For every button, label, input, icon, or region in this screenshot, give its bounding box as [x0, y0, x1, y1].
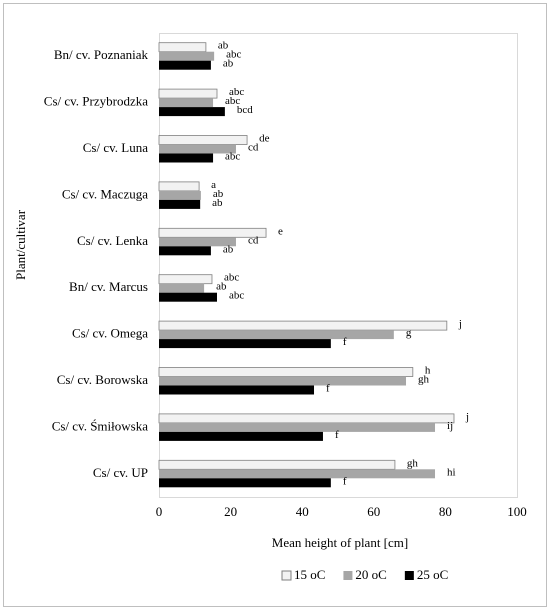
- bar: [159, 330, 394, 340]
- x-tick-label: 80: [439, 504, 452, 519]
- value-label: bcd: [237, 104, 253, 116]
- bar: [159, 199, 201, 209]
- value-label: h: [425, 365, 431, 377]
- bar: [159, 190, 201, 200]
- x-tick-label: 20: [224, 504, 237, 519]
- value-label: f: [335, 429, 339, 441]
- bar: [159, 153, 214, 163]
- value-label: cd: [248, 142, 259, 154]
- bar: [159, 60, 211, 70]
- bar: [159, 478, 331, 488]
- x-tick-label: 40: [296, 504, 309, 519]
- value-label: j: [458, 318, 462, 330]
- legend-swatch: [281, 570, 292, 581]
- bar: [158, 413, 455, 424]
- y-tick-label: Cs/ cv. UP: [93, 465, 148, 480]
- value-label: ab: [212, 197, 223, 209]
- y-tick-label: Cs/ cv. Maczuga: [62, 186, 148, 201]
- bar: [159, 385, 315, 395]
- value-label: a: [211, 179, 216, 191]
- bar: [159, 283, 205, 293]
- legend-label: 15 oC: [294, 567, 325, 582]
- value-label: ab: [223, 58, 234, 70]
- value-label: f: [326, 383, 330, 395]
- value-label: abc: [226, 49, 241, 61]
- bar: [159, 431, 323, 441]
- legend-label: 25 oC: [417, 567, 448, 582]
- bar: [158, 274, 213, 285]
- value-label: abc: [229, 86, 244, 98]
- y-tick-label: Cs/ cv. Omega: [72, 326, 148, 341]
- value-label: de: [259, 133, 270, 145]
- value-label: cd: [248, 234, 259, 246]
- bar: [158, 459, 396, 470]
- bar: [159, 339, 331, 349]
- chart-border: [3, 3, 547, 607]
- bar: [158, 181, 200, 192]
- bar: [159, 107, 225, 117]
- bar: [159, 292, 217, 302]
- bar: [158, 135, 248, 145]
- y-tick-label: Cs/ cv. Luna: [83, 140, 148, 155]
- bar: [159, 376, 407, 386]
- y-tick-label: Cs/ cv. Przybrodzka: [44, 94, 148, 109]
- bar: [158, 320, 448, 331]
- legend-swatch: [343, 571, 353, 580]
- bar: [159, 422, 436, 432]
- value-label: hi: [447, 466, 456, 478]
- bar: [158, 88, 218, 99]
- value-label: j: [465, 411, 469, 423]
- y-tick-label: Cs/ cv. Borowska: [57, 372, 148, 387]
- bar: [159, 246, 211, 256]
- value-label: abc: [225, 151, 240, 163]
- value-label: ab: [218, 40, 229, 52]
- legend-swatch: [404, 571, 414, 580]
- value-label: f: [343, 336, 347, 348]
- value-label: e: [278, 225, 283, 237]
- y-axis-title: Plant/cultivar: [13, 209, 28, 280]
- bar: [159, 469, 436, 479]
- bar: [159, 237, 236, 247]
- y-tick-label: Bn/ cv. Marcus: [69, 279, 148, 294]
- value-label: ij: [447, 420, 453, 432]
- value-label: abc: [229, 290, 244, 302]
- legend-label: 20 oC: [355, 567, 386, 582]
- value-label: ab: [213, 188, 224, 200]
- bar: [159, 51, 215, 61]
- value-label: g: [406, 327, 412, 339]
- x-tick-label: 0: [156, 504, 163, 519]
- bar: [158, 367, 414, 377]
- y-tick-label: Bn/ cv. Poznaniak: [54, 47, 149, 62]
- y-tick-label: Cs/ cv. Lenka: [77, 233, 148, 248]
- bar: [159, 98, 214, 108]
- plot-area: [159, 33, 518, 498]
- value-label: abc: [224, 272, 239, 284]
- value-label: gh: [407, 457, 419, 469]
- value-label: f: [343, 475, 347, 487]
- value-label: ab: [223, 243, 234, 255]
- value-label: gh: [418, 374, 430, 386]
- y-tick-label: Cs/ cv. Śmiłowska: [52, 418, 149, 433]
- value-label: abc: [225, 95, 240, 107]
- x-tick-label: 60: [367, 504, 380, 519]
- x-axis-title: Mean height of plant [cm]: [272, 535, 408, 550]
- x-tick-label: 100: [507, 504, 527, 519]
- bar: [158, 42, 207, 53]
- bar: [159, 144, 236, 154]
- value-label: ab: [216, 281, 227, 293]
